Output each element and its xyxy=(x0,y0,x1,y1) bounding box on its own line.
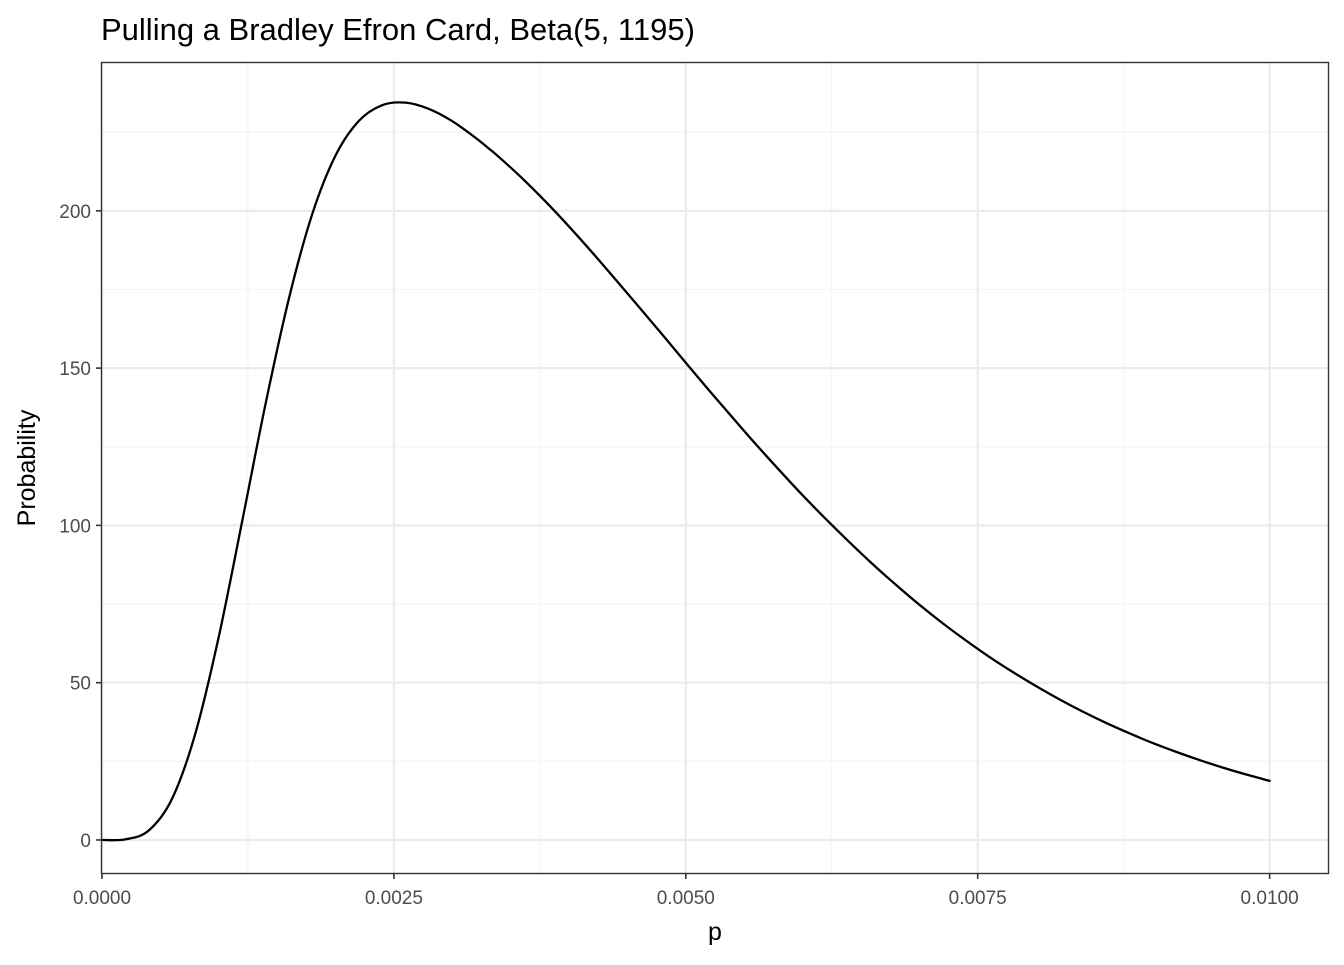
grid xyxy=(100,63,1328,873)
y-tick-label: 200 xyxy=(59,202,91,223)
axes: 0.0000 0.0025 0.0050 0.0075 0.0100 0 50 100 150 2… xyxy=(59,202,1298,909)
density-curve xyxy=(100,101,1271,842)
chart-title: Pulling a Bradley Efron Card, Beta(5, 11… xyxy=(101,12,695,47)
plot-area xyxy=(100,101,1271,842)
panel-border xyxy=(100,61,1330,875)
x-tick-label: 0.0000 xyxy=(73,888,131,909)
x-axis-label: p xyxy=(708,918,722,946)
x-tick-label: 0.0050 xyxy=(657,888,715,909)
x-tick-label: 0.0025 xyxy=(365,888,423,909)
x-tick-label: 0.0075 xyxy=(949,888,1007,909)
x-tick-label: 0.0100 xyxy=(1241,888,1299,909)
y-tick-label: 0 xyxy=(80,831,91,852)
y-tick-label: 150 xyxy=(59,359,91,380)
y-axis-label: Probability xyxy=(13,409,41,526)
y-tick-label: 50 xyxy=(70,674,91,695)
y-tick-label: 100 xyxy=(59,516,91,537)
